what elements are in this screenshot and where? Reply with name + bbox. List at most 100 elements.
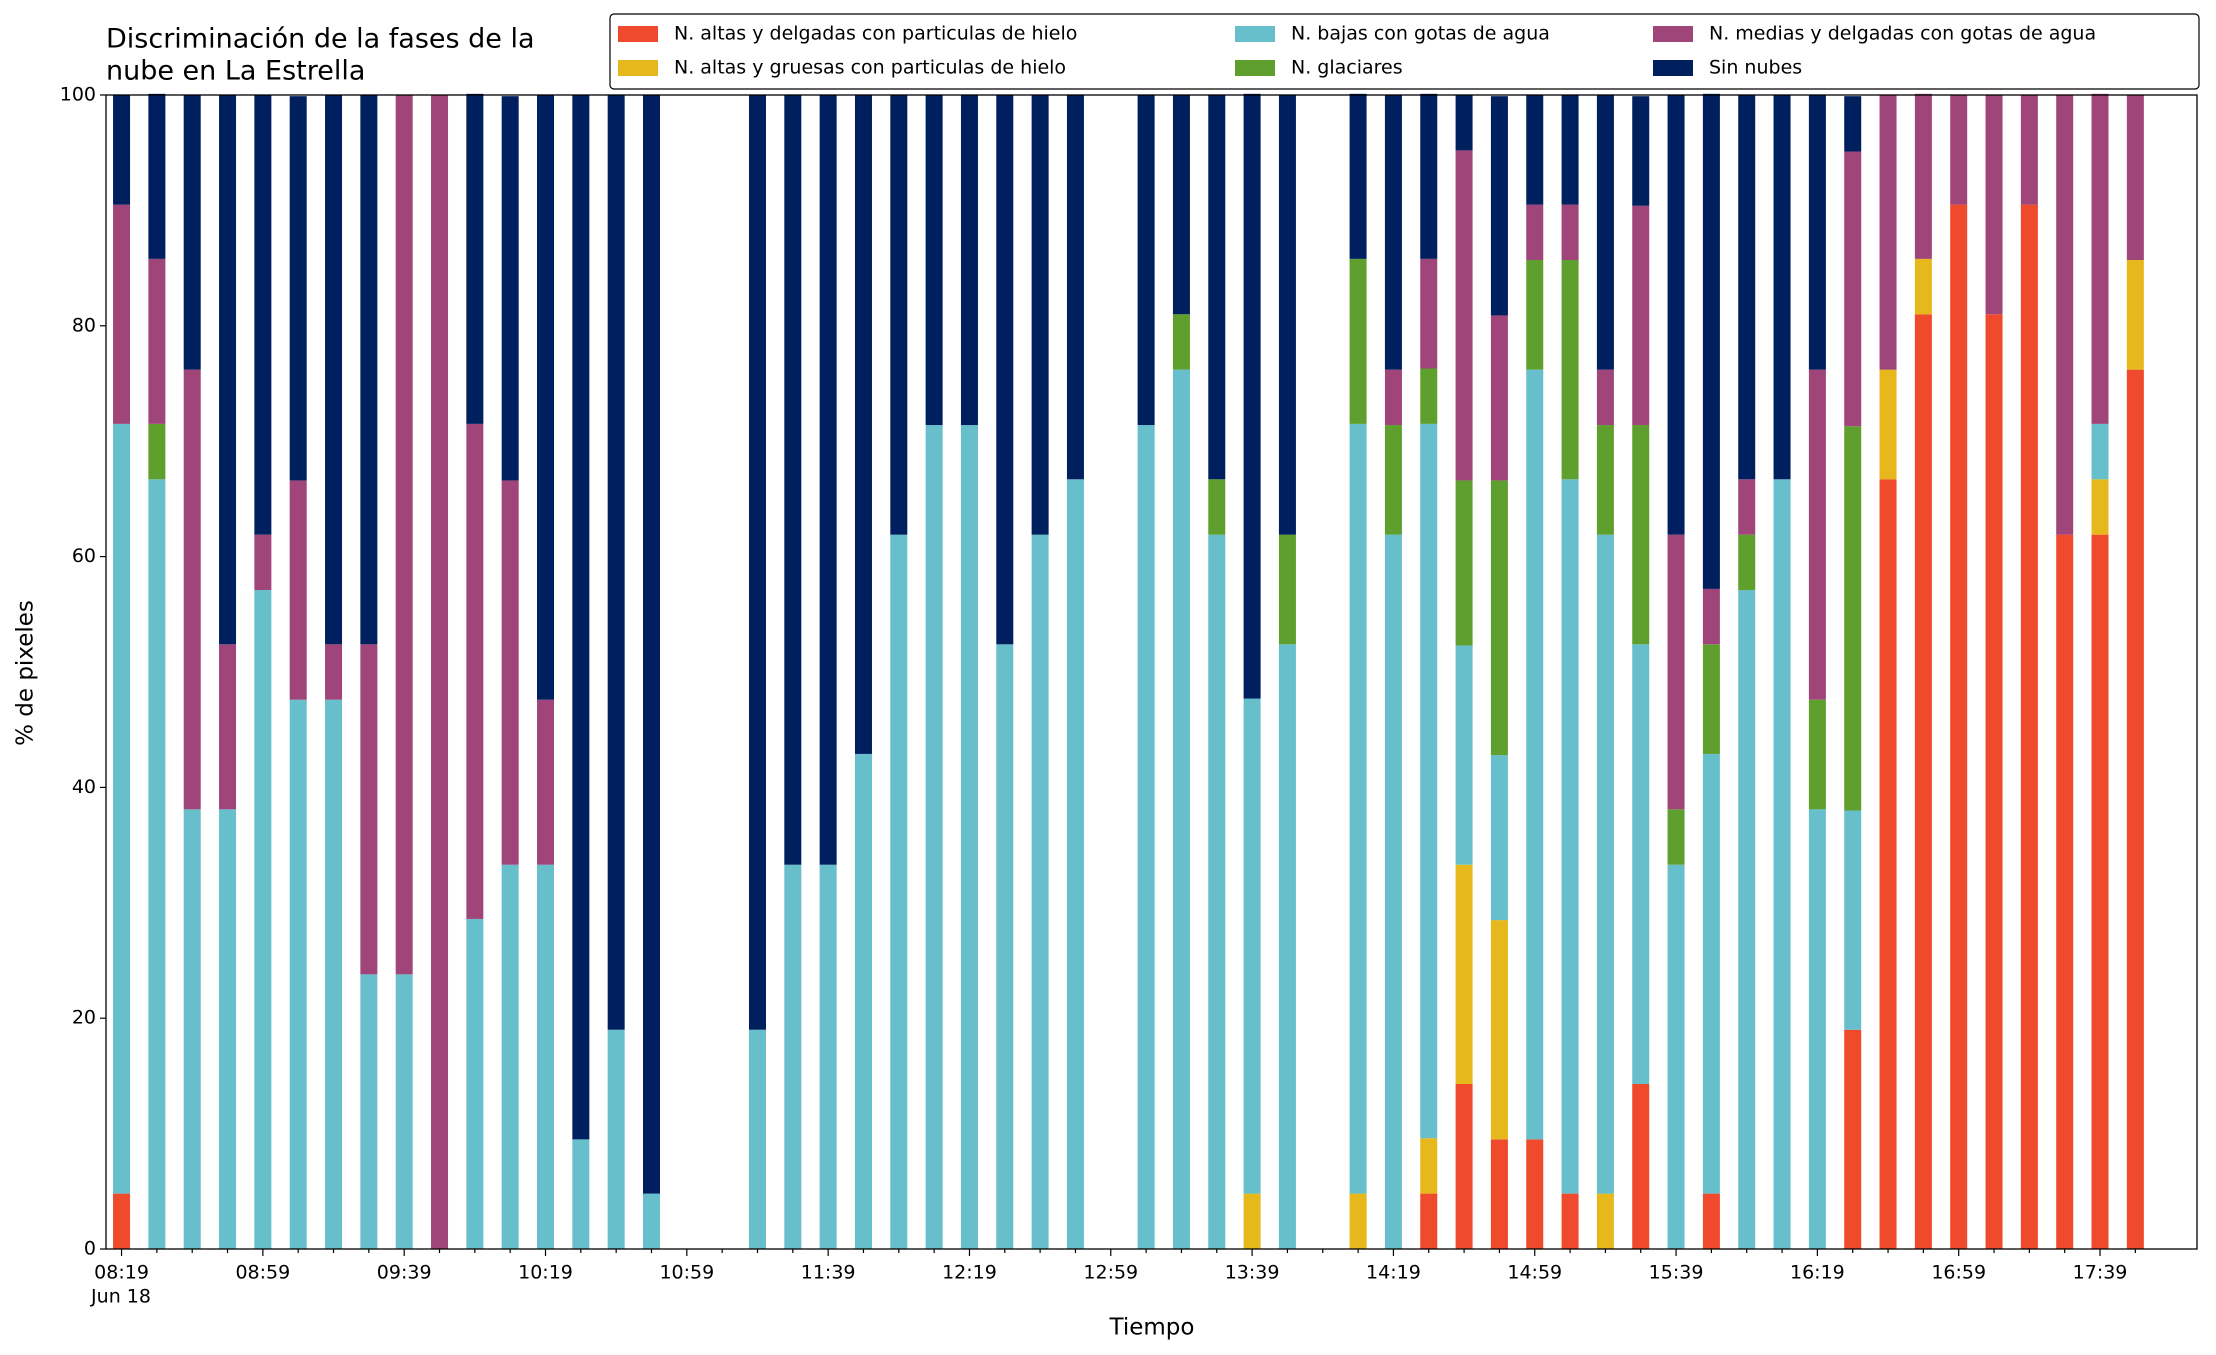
bar-segment	[1278, 534, 1296, 645]
bar-segment	[1455, 480, 1473, 646]
y-tick-label: 80	[72, 314, 96, 336]
chart-title: nube en La Estrella	[106, 56, 365, 87]
bar-segment	[1738, 95, 1756, 480]
bar-segment	[1243, 698, 1261, 1194]
bar-segment	[1844, 96, 1862, 152]
bar-segment	[1808, 369, 1826, 700]
bar-segment	[501, 864, 519, 1249]
bar-segment	[537, 95, 555, 700]
bar-segment	[466, 423, 484, 919]
bar-segment	[1950, 204, 1968, 1249]
bar-segment	[1031, 534, 1049, 1249]
bar-segment	[219, 95, 237, 645]
bar-segment	[537, 864, 555, 1249]
legend-swatch	[618, 60, 658, 76]
bar-segment	[572, 1139, 590, 1249]
bar-segment	[254, 590, 272, 1249]
y-tick-label: 0	[84, 1238, 96, 1260]
bar-segment	[113, 423, 131, 1194]
bar-segment	[2056, 534, 2074, 1249]
bar-segment	[1667, 809, 1685, 865]
legend-label: N. altas y delgadas con particulas de hi…	[674, 23, 1077, 45]
bar-segment	[1384, 534, 1402, 1249]
bar-segment	[1596, 1193, 1614, 1249]
bar-segment	[854, 753, 872, 1249]
y-tick-label: 100	[60, 84, 96, 106]
bar-segment	[1667, 95, 1685, 535]
x-tick-label: 10:59	[659, 1262, 714, 1284]
bar-segment	[1561, 479, 1579, 1194]
bar-segment	[1738, 534, 1756, 591]
bar-segment	[1490, 96, 1508, 316]
bar-segment	[1632, 644, 1650, 1084]
bar-segment	[1561, 204, 1579, 261]
bar-segment	[1632, 1083, 1650, 1249]
bar-segment	[1596, 369, 1614, 426]
bar-segment	[2091, 93, 2109, 424]
x-tick-label: 08:19	[94, 1262, 149, 1284]
bar-segment	[1596, 534, 1614, 1194]
x-tick-label: 12:59	[1083, 1262, 1138, 1284]
bar-segment	[1632, 205, 1650, 426]
legend-label: N. bajas con gotas de agua	[1291, 23, 1550, 45]
bar-segment	[819, 95, 837, 865]
bar-segment	[1420, 1138, 1438, 1194]
bar-segment	[183, 95, 201, 370]
x-tick-label: 13:39	[1225, 1262, 1280, 1284]
bar-segment	[254, 534, 272, 591]
bar-segment	[466, 918, 484, 1249]
bar-segment	[1844, 151, 1862, 427]
bar-segment	[1349, 1193, 1367, 1249]
bar-segment	[183, 809, 201, 1249]
bar-segment	[784, 864, 802, 1249]
bar-segment	[289, 96, 307, 481]
plot-frame	[105, 94, 2198, 1250]
bar-segment	[360, 644, 378, 975]
bar-segment	[1172, 369, 1190, 1250]
x-tick-label: 15:39	[1649, 1262, 1704, 1284]
date-label: Jun 18	[90, 1286, 151, 1308]
bar-segment	[1702, 93, 1720, 589]
bar-segment	[1914, 93, 1932, 259]
legend-label: N. medias y delgadas con gotas de agua	[1709, 23, 2096, 45]
bar-segment	[501, 96, 519, 481]
bar-segment	[1844, 810, 1862, 1030]
legend-swatch	[1235, 26, 1275, 42]
bar-segment	[1526, 369, 1544, 1140]
bar-segment	[1278, 95, 1296, 535]
bar-segment	[148, 423, 166, 480]
bar-segment	[537, 699, 555, 865]
bar-segment	[1349, 423, 1367, 1194]
bar-segment	[1490, 1139, 1508, 1249]
bar-segment	[642, 1193, 660, 1249]
x-axis-label: Tiempo	[1109, 1315, 1195, 1341]
bar-segment	[431, 95, 449, 1249]
bar-segment	[501, 480, 519, 865]
bar-segment	[1490, 480, 1508, 756]
bar-segment	[1208, 95, 1226, 480]
bar-segment	[1844, 1029, 1862, 1249]
bar-segment	[113, 204, 131, 424]
bar-segment	[219, 644, 237, 810]
y-tick-label: 20	[72, 1007, 96, 1029]
bar-segment	[1455, 95, 1473, 151]
bar-segment	[1490, 315, 1508, 481]
bar-segment	[1526, 1139, 1544, 1249]
bar-segment	[1526, 95, 1544, 205]
bar-segment	[819, 864, 837, 1249]
bar-segment	[1455, 1083, 1473, 1249]
bar-segment	[2126, 95, 2144, 261]
bar-segment	[1420, 423, 1438, 1139]
bar-segment	[1137, 95, 1155, 426]
bar-segment	[1773, 479, 1791, 1250]
x-tick-label: 11:39	[801, 1262, 856, 1284]
legend-label: N. glaciares	[1291, 57, 1403, 79]
bar-segment	[1702, 753, 1720, 1194]
bar-segment	[572, 95, 590, 1140]
bar-segment	[1808, 809, 1826, 1249]
bar-segment	[1985, 314, 2003, 1249]
legend-swatch	[1653, 60, 1693, 76]
bar-segment	[395, 95, 413, 975]
bar-segment	[1455, 864, 1473, 1084]
bar-segment	[1702, 1193, 1720, 1249]
